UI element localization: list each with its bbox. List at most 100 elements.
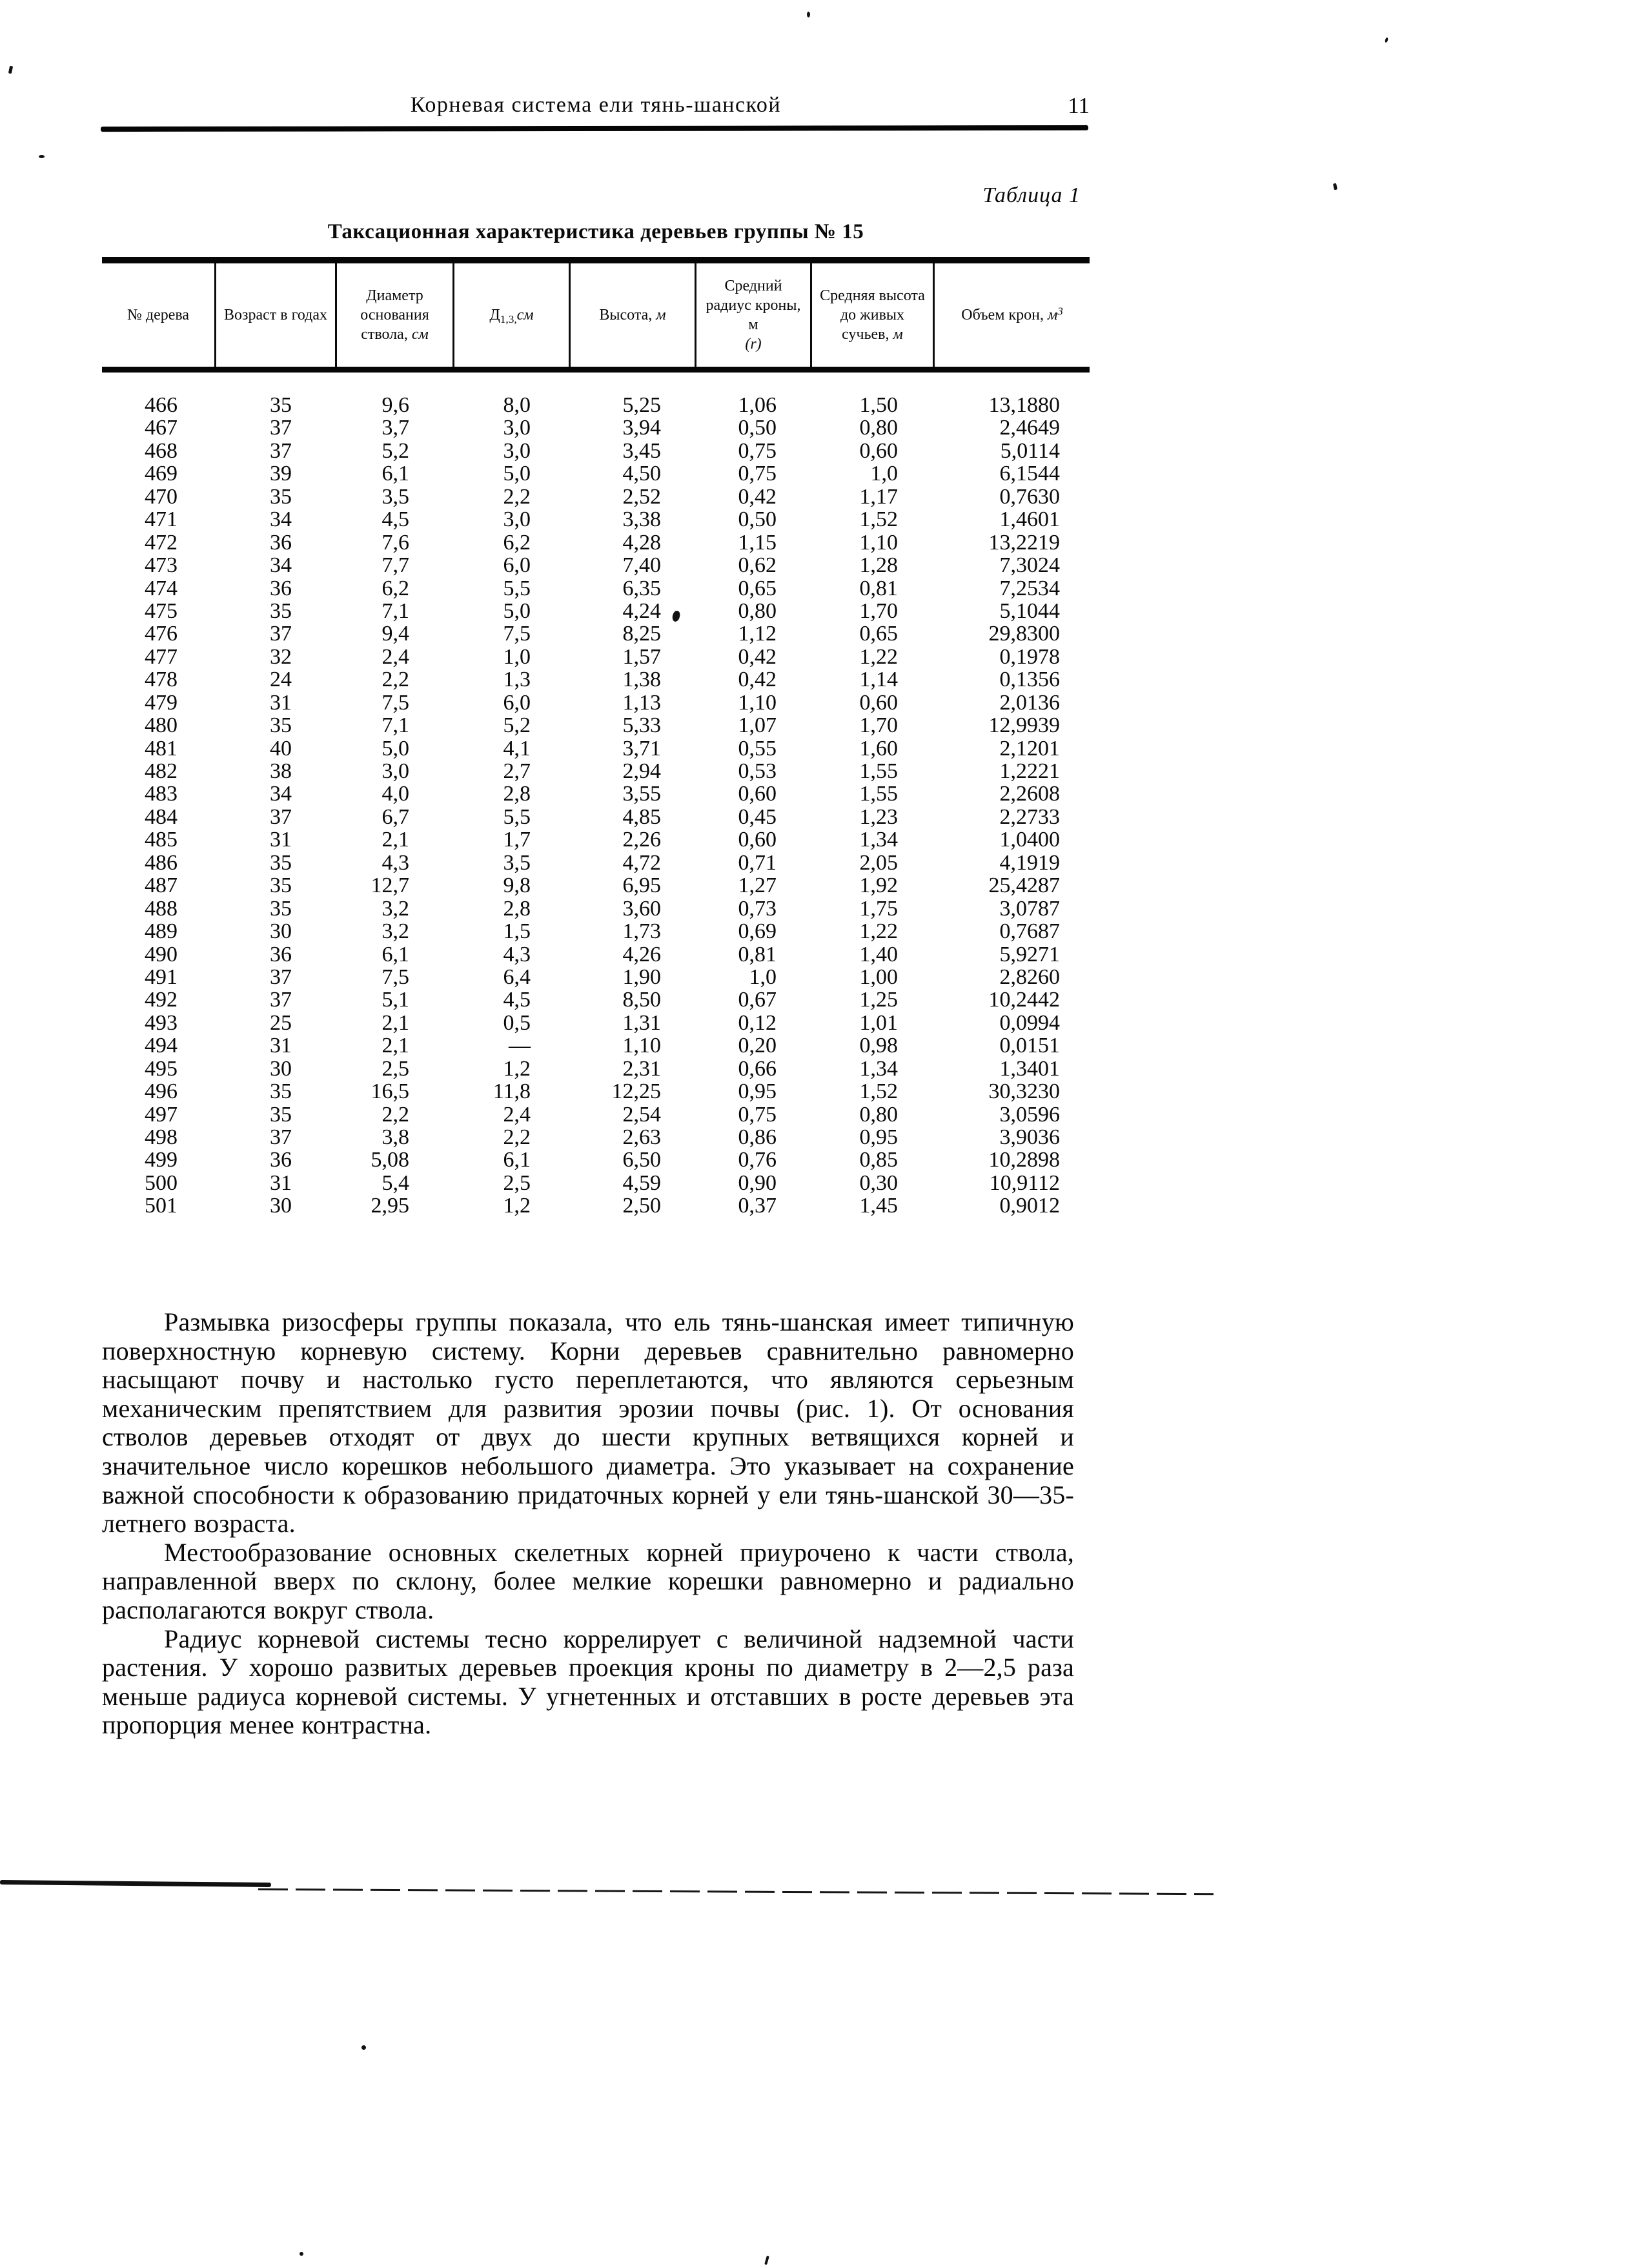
table-cell: 2,1201 xyxy=(999,736,1061,761)
table-cell: 30 xyxy=(270,1194,292,1218)
table-cell: 488 xyxy=(145,896,178,921)
table-cell: 3,45 xyxy=(622,438,662,463)
table-cell: 5,1044 xyxy=(999,598,1061,623)
table-cell: 2,5 xyxy=(503,1170,531,1195)
table-cell: 6,2 xyxy=(381,576,410,600)
table-row: 493 25 2,1 0,5 1,31 0,12 1,01 0,0994 xyxy=(102,1010,1090,1035)
table-cell: 2,05 xyxy=(859,850,899,875)
table-cell: 0,42 xyxy=(738,668,777,692)
table-cell: 6,2 xyxy=(503,530,531,555)
table-cell: 2,52 xyxy=(622,484,662,509)
table-row: 478 24 2,2 1,3 1,38 0,42 1,14 0,1356 xyxy=(102,668,1090,691)
table-cell: 2,4649 xyxy=(999,416,1061,440)
table-cell: 6,35 xyxy=(622,576,662,600)
table-cell: 4,24 xyxy=(622,598,662,623)
table-cell: 0,67 xyxy=(738,988,777,1012)
table-cell: 9,6 xyxy=(381,393,410,417)
table-cell: 36 xyxy=(270,576,292,600)
table-cell: 0,60 xyxy=(738,828,777,852)
table-cell: 1,0400 xyxy=(999,828,1061,852)
table-cell: 36 xyxy=(270,530,292,555)
table-cell: 498 xyxy=(145,1125,178,1149)
table-cell: 472 xyxy=(145,530,178,555)
table-row: 479 31 7,5 6,0 1,13 1,10 0,60 2,0136 xyxy=(102,691,1090,714)
table-cell: 5,33 xyxy=(622,713,662,738)
table-row: 470 35 3,5 2,2 2,52 0,42 1,17 0,7630 xyxy=(102,485,1090,508)
table-cell: 8,0 xyxy=(503,393,531,417)
table-cell: 5,0 xyxy=(381,736,410,761)
table-cell: 1,28 xyxy=(859,553,899,578)
table-row: 469 39 6,1 5,0 4,50 0,75 1,0 6,1544 xyxy=(102,462,1090,485)
table-cell: 1,90 xyxy=(622,965,662,989)
table-cell: 2,95 xyxy=(371,1194,410,1218)
column-header-height: Высота, м xyxy=(571,263,696,367)
table-cell: 5,9271 xyxy=(999,942,1061,966)
table-row: 499 36 5,08 6,1 6,50 0,76 0,85 10,2898 xyxy=(102,1148,1090,1172)
speckle xyxy=(1333,183,1337,190)
table-cell: 7,5 xyxy=(503,622,531,646)
table-cell: 470 xyxy=(145,484,178,509)
table-row: 485 31 2,1 1,7 2,26 0,60 1,34 1,0400 xyxy=(102,828,1090,852)
table-row: 497 35 2,2 2,4 2,54 0,75 0,80 3,0596 xyxy=(102,1103,1090,1126)
table-cell: 2,1 xyxy=(381,828,410,852)
table-cell: 0,75 xyxy=(738,438,777,463)
table-cell: 35 xyxy=(270,1079,292,1104)
table-cell: 1,0 xyxy=(749,965,777,989)
table-cell: 13,1880 xyxy=(988,393,1061,417)
table-cell: 2,4 xyxy=(503,1102,531,1127)
table-cell: 1,10 xyxy=(738,690,777,715)
table-row: 467 37 3,7 3,0 3,94 0,50 0,80 2,4649 xyxy=(102,416,1090,440)
header-rule xyxy=(100,125,1089,132)
table-row: 474 36 6,2 5,5 6,35 0,65 0,81 7,2534 xyxy=(102,577,1090,600)
table-cell: 25 xyxy=(270,1010,292,1035)
table-cell: 1,52 xyxy=(859,507,899,532)
table-cell: 35 xyxy=(270,484,292,509)
table-cell: 3,7 xyxy=(381,416,410,440)
table-cell: 484 xyxy=(145,804,178,829)
speckle xyxy=(361,2045,366,2050)
table-cell: 0,81 xyxy=(859,576,899,600)
table-cell: 6,50 xyxy=(622,1148,662,1172)
table-row: 498 37 3,8 2,2 2,63 0,86 0,95 3,9036 xyxy=(102,1126,1090,1149)
table-cell: 0,45 xyxy=(738,804,777,829)
table-cell: 1,2 xyxy=(503,1194,531,1218)
table-cell: 0,42 xyxy=(738,644,777,669)
table-cell: 2,2 xyxy=(503,484,531,509)
table-cell: 3,8 xyxy=(381,1125,410,1149)
column-header-live-branch-height: Средняя высота до живых сучьев, м xyxy=(812,263,935,367)
table-row: 487 35 12,7 9,8 6,95 1,27 1,92 25,4287 xyxy=(102,874,1090,897)
table-cell: 0,85 xyxy=(859,1148,899,1172)
table-cell: 2,1 xyxy=(381,1034,410,1058)
table-cell: 10,9112 xyxy=(989,1170,1060,1195)
table-cell: 483 xyxy=(145,782,178,806)
table-cell: 4,1919 xyxy=(999,850,1061,875)
table-cell: 34 xyxy=(270,553,292,578)
table-cell: 3,0787 xyxy=(999,896,1061,921)
table-cell: 496 xyxy=(145,1079,178,1104)
table-cell: 0,80 xyxy=(859,1102,899,1127)
table-cell: 7,5 xyxy=(381,690,410,715)
table-cell: 478 xyxy=(145,668,178,692)
table-cell: 2,0136 xyxy=(999,690,1061,715)
table-row: 486 35 4,3 3,5 4,72 0,71 2,05 4,1919 xyxy=(102,850,1090,875)
table-cell: 1,40 xyxy=(859,942,899,966)
table-cell: 0,95 xyxy=(738,1079,777,1104)
table-cell: 467 xyxy=(145,416,178,440)
table-cell: 6,0 xyxy=(503,553,531,578)
table-cell: 1,4601 xyxy=(999,507,1061,532)
table-cell: 37 xyxy=(270,1125,292,1149)
table-cell: 0,50 xyxy=(738,416,777,440)
table-row: 480 35 7,1 5,2 5,33 1,07 1,70 12,9939 xyxy=(102,714,1090,737)
table-cell: 2,2733 xyxy=(999,804,1061,829)
table-cell: 5,2 xyxy=(381,438,410,463)
table-cell: 3,0 xyxy=(381,759,410,783)
table-cell: 0,75 xyxy=(738,462,777,486)
table-row: 476 37 9,4 7,5 8,25 1,12 0,65 29,8300 xyxy=(102,622,1090,646)
table-cell: 3,2 xyxy=(381,919,410,944)
table-cell: 7,40 xyxy=(622,553,662,578)
table-cell: 0,73 xyxy=(738,896,777,921)
table-cell: 0,90 xyxy=(738,1170,777,1195)
table-cell: 5,0 xyxy=(503,462,531,486)
table-cell: 4,26 xyxy=(622,942,662,966)
